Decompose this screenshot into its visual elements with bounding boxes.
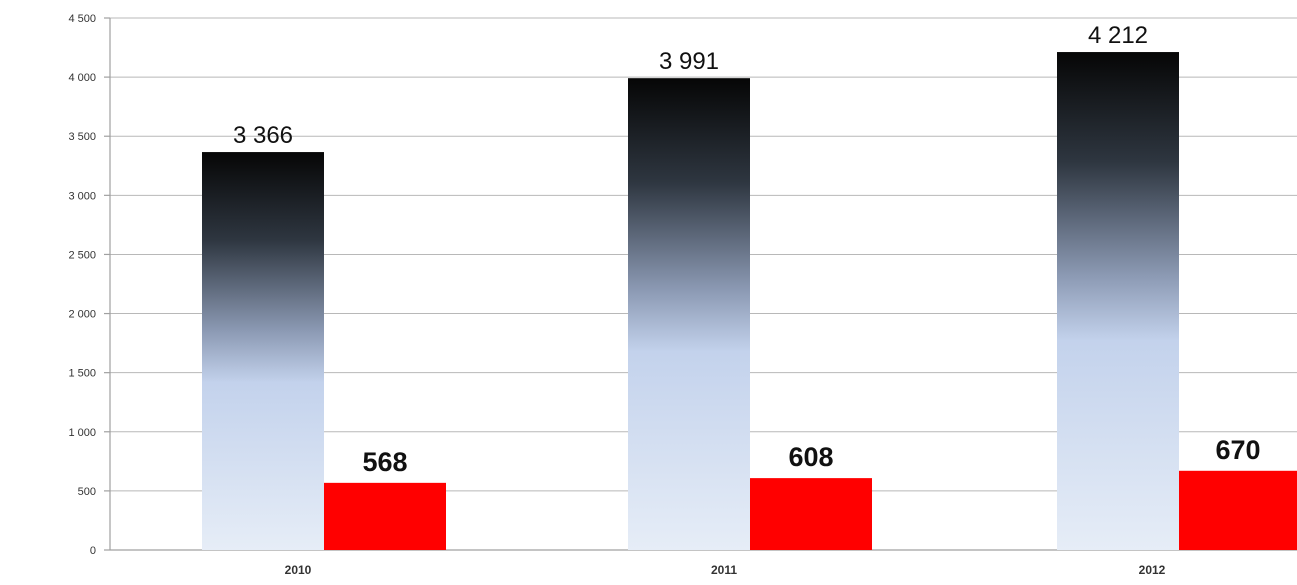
y-tick-label: 1 000 [68, 427, 96, 439]
bar-series-1-2011 [628, 78, 750, 550]
y-tick-label: 3 000 [68, 190, 96, 202]
data-label-series-1-2012: 4 212 [1088, 22, 1148, 49]
y-tick-label: 1 500 [68, 368, 96, 380]
bar-series-2-2012 [1179, 470, 1297, 550]
y-tick-label: 3 500 [68, 131, 96, 143]
y-tick-label: 2 500 [68, 249, 96, 261]
data-label-series-1-2010: 3 366 [233, 122, 293, 149]
bar-series-2-2010 [324, 482, 446, 550]
y-tick-label: 0 [90, 545, 96, 557]
data-label-series-2-2011: 608 [788, 442, 833, 472]
y-tick-label: 500 [78, 486, 96, 498]
y-axis-ticks: 0 500 1 000 1 500 2 000 2 500 3 000 3 500 4 000 4… [68, 13, 96, 557]
y-tick-label: 4 000 [68, 72, 96, 84]
x-axis-ticks: 2010 2011 2012 [285, 563, 1166, 577]
y-tick-label: 4 500 [68, 13, 96, 25]
data-label-series-1-2011: 3 991 [659, 48, 719, 75]
bar-series-1-2010 [202, 152, 324, 550]
y-tick-label: 2 000 [68, 309, 96, 321]
bar-series-2-2011 [750, 478, 872, 550]
data-label-series-2-2010: 568 [362, 447, 407, 477]
x-tick-label-2012: 2012 [1139, 563, 1166, 577]
x-tick-label-2011: 2011 [711, 563, 737, 577]
bar-series-1-2012 [1057, 52, 1179, 550]
data-label-series-2-2012: 670 [1215, 435, 1260, 465]
data-labels-layer: 3 366 568 3 991 608 4 212 670 [233, 22, 1261, 477]
bars-layer [202, 52, 1297, 550]
x-tick-label-2010: 2010 [285, 563, 312, 577]
